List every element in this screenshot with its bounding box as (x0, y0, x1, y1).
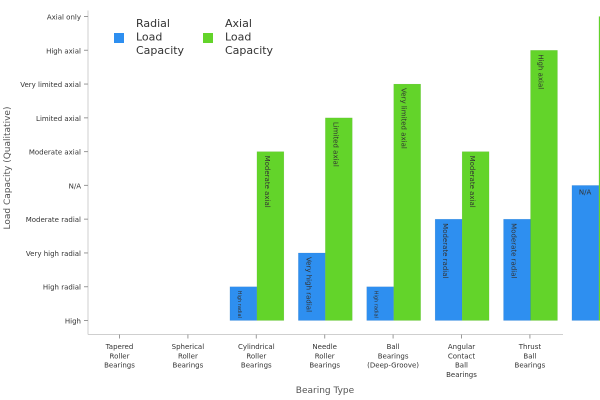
axial-bar (393, 83, 421, 321)
x-axis-label: Bearing Type (296, 386, 355, 396)
bars: High radial Very high radial High radial Mo… (229, 16, 600, 321)
axial-bar (598, 16, 600, 321)
x-tick-label: Ball Bearings (Deep-Groove) (367, 343, 419, 370)
y-tick-label: Very high radial (26, 250, 81, 258)
x-tick-label: Angular Contact Ball Bearings (446, 343, 477, 379)
y-tick-label: N/A (69, 182, 82, 190)
bar-data-label: High radial (236, 291, 242, 318)
x-tick-label: Cylindrical Roller Bearings (238, 343, 275, 370)
bar-data-label: Limited axial (331, 122, 339, 167)
x-tick-label: Spherical Roller Bearings (172, 343, 205, 370)
y-tick-label: Moderate radial (26, 216, 81, 224)
y-tick-label: High axial (46, 47, 81, 55)
legend-label: Radial Load Capacity (136, 17, 185, 57)
bar-data-label: Very high radial (304, 257, 312, 312)
radial-bar (571, 185, 600, 321)
bar-data-label: Moderate axial (468, 156, 476, 208)
axial-bar (530, 50, 558, 321)
bar-data-label: Very limited axial (400, 88, 408, 149)
legend-label: Axial Load Capacity (225, 17, 274, 57)
legend-swatch-axial (203, 33, 213, 43)
radial-bar (366, 286, 394, 321)
y-tick-label: Limited axial (36, 115, 81, 123)
bar-data-label: Moderate axial (263, 156, 271, 208)
bar-data-label: Moderate radial (510, 223, 518, 278)
radial-bar (503, 218, 531, 321)
legend: Radial Load Capacity Axial Load Capacity (114, 17, 274, 57)
bar-data-label: Moderate radial (441, 223, 449, 278)
x-tick-label: Thrust Ball Bearings (515, 343, 546, 370)
x-tick-label: Needle Roller Bearings (309, 343, 340, 370)
y-axis: High High radial Very high radial Moderate … (20, 10, 89, 335)
x-axis: Tapered Roller Bearings Spherical Roller Bear… (88, 334, 563, 379)
bar-data-label: N/A (579, 188, 592, 196)
y-axis-label: Load Capacity (Qualitative) (3, 107, 13, 230)
x-tick-label: Tapered Roller Bearings (104, 343, 135, 370)
radial-bar (434, 218, 463, 321)
axial-bar (256, 151, 285, 321)
radial-bar (229, 286, 258, 321)
axial-bar (461, 151, 490, 321)
y-tick-label: High (65, 318, 81, 326)
y-tick-label: High radial (43, 284, 81, 292)
legend-swatch-radial (114, 33, 124, 43)
bar-data-label: High radial (373, 291, 379, 318)
y-tick-label: Very limited axial (20, 81, 81, 89)
y-tick-label: Moderate axial (29, 149, 81, 157)
axial-bar (325, 117, 353, 321)
y-tick-label: Axial only (47, 14, 81, 22)
bar-data-label: High axial (537, 54, 545, 89)
radial-bar (298, 252, 326, 321)
